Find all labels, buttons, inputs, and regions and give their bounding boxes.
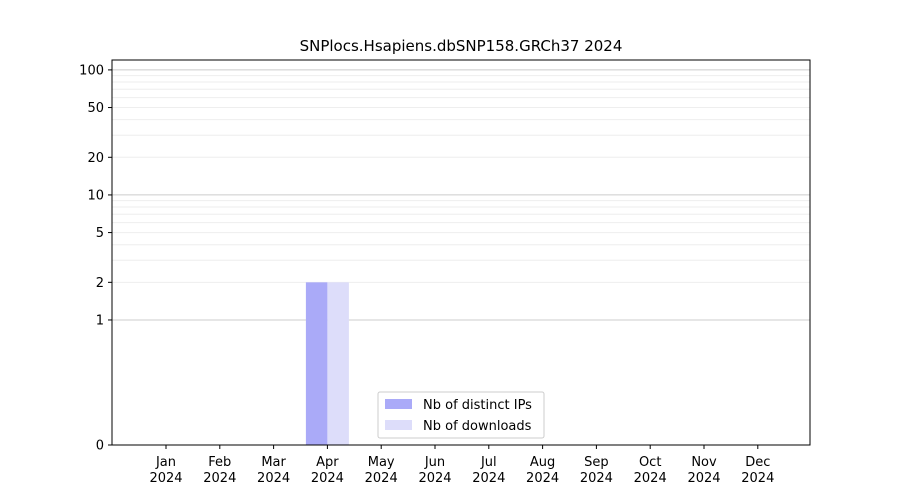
x-tick-label-year: 2024 — [687, 471, 720, 486]
x-tick-label-month: Mar — [261, 455, 286, 470]
x-tick-label-month: Apr — [316, 455, 339, 470]
legend-label-distinct-ips: Nb of distinct IPs — [423, 398, 532, 413]
x-tick-label-month: Oct — [639, 455, 661, 470]
x-tick-label-year: 2024 — [365, 471, 398, 486]
x-tick-label-year: 2024 — [580, 471, 613, 486]
legend-swatch-downloads — [385, 420, 412, 430]
y-tick-label: 20 — [87, 151, 104, 166]
legend: Nb of distinct IPs Nb of downloads — [377, 391, 545, 439]
y-tick-label: 50 — [87, 101, 104, 116]
y-tick-label: 5 — [96, 226, 104, 241]
plot-frame — [111, 59, 811, 446]
x-tick-label-year: 2024 — [418, 471, 451, 486]
x-tick-label-year: 2024 — [472, 471, 505, 486]
x-tick-label-year: 2024 — [311, 471, 344, 486]
x-tick-label-year: 2024 — [149, 471, 182, 486]
x-tick-label-month: Nov — [691, 455, 717, 470]
y-tick-label: 0 — [96, 439, 104, 454]
x-tick-label-month: Sep — [584, 455, 609, 470]
legend-label-downloads: Nb of downloads — [423, 419, 532, 434]
bar-distinct-ips — [305, 282, 328, 445]
y-tick-label: 1 — [96, 313, 104, 328]
y-tick-label: 100 — [79, 63, 104, 78]
legend-box — [377, 391, 545, 439]
legend-swatch-distinct-ips — [385, 399, 412, 409]
x-tick-label-month: Jan — [155, 455, 176, 470]
x-tick-label-year: 2024 — [741, 471, 774, 486]
x-tick-label-year: 2024 — [526, 471, 559, 486]
x-axis: Jan2024Feb2024Mar2024Apr2024May2024Jun20… — [149, 445, 774, 486]
x-tick-label-year: 2024 — [257, 471, 290, 486]
x-tick-label-month: Jul — [480, 455, 497, 470]
bars — [305, 282, 349, 445]
chart-title: SNPlocs.Hsapiens.dbSNP158.GRCh37 2024 — [300, 37, 623, 55]
x-tick-label-month: Jun — [424, 455, 445, 470]
x-tick-label-year: 2024 — [634, 471, 667, 486]
y-axis: 0 1 2 5 10 20 50 100 — [79, 63, 112, 454]
y-tick-label: 2 — [96, 276, 104, 291]
grid — [112, 69, 810, 321]
x-tick-label-year: 2024 — [203, 471, 236, 486]
x-tick-label-month: Feb — [208, 455, 231, 470]
x-tick-label-month: Aug — [530, 455, 555, 470]
y-tick-label: 10 — [87, 188, 104, 203]
x-tick-label-month: May — [368, 455, 395, 470]
x-tick-label-month: Dec — [745, 455, 770, 470]
bar-downloads — [327, 282, 349, 445]
